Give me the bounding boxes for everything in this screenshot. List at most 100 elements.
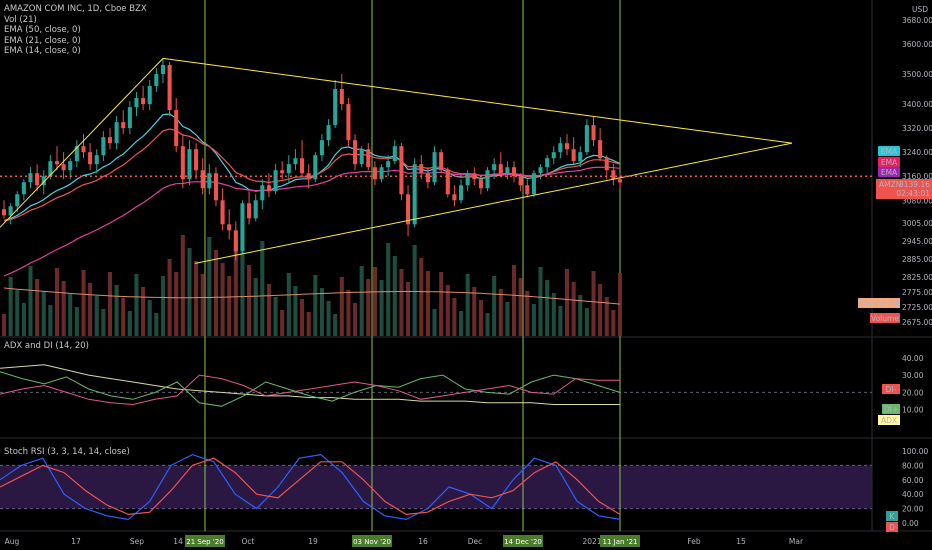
candle-body <box>94 155 99 165</box>
price-tick-label: 3160.00 <box>902 172 932 181</box>
volume-bar <box>379 280 384 336</box>
volume-bar <box>564 269 570 336</box>
volume-bar <box>180 235 185 336</box>
candle-body <box>578 152 583 162</box>
candle-body <box>260 185 265 201</box>
candle-body <box>319 140 324 156</box>
volume-bar <box>611 310 616 336</box>
volume-bar <box>127 311 132 336</box>
price-tick-label: 3240.00 <box>902 148 932 157</box>
candle-body <box>432 152 437 183</box>
candle-body <box>280 170 285 174</box>
price-tick-label: 3680.00 <box>902 16 932 25</box>
stoch-tick-label: 40.00 <box>902 490 924 499</box>
volume-bar <box>194 261 199 336</box>
stoch-tick-label: 20.00 <box>902 505 924 514</box>
volume-bar <box>147 300 152 336</box>
candle-body <box>617 179 623 183</box>
time-axis-label: Aug <box>5 537 20 546</box>
volume-bar <box>160 276 165 336</box>
candle-body <box>511 167 517 177</box>
indicator-ema14[interactable]: EMA (14, close, 0) <box>4 46 81 56</box>
volume-bar <box>94 296 99 336</box>
volume-bar <box>1 314 7 336</box>
volume-bar <box>68 294 73 336</box>
candle-body <box>187 149 192 180</box>
adx-line <box>0 364 620 405</box>
volume-bar <box>300 299 305 336</box>
candle-body <box>88 152 93 165</box>
candle-body <box>538 167 543 174</box>
volume-bar <box>518 278 523 336</box>
candle-body <box>147 86 152 105</box>
chart-legend: AMAZON COM INC, 1D, Cboe BZX Vol (21) EM… <box>4 4 147 57</box>
stoch-tick-label: 80.00 <box>902 461 924 470</box>
volume-bar <box>114 285 119 336</box>
indicator-ema21[interactable]: EMA (21, close, 0) <box>4 35 81 46</box>
volume-bar <box>213 250 218 336</box>
volume-bar <box>545 280 550 336</box>
time-axis-label: Dec <box>468 537 483 546</box>
volume-bar <box>293 286 298 336</box>
date-marker-badge <box>352 535 392 547</box>
volume-badge <box>870 313 900 323</box>
volume-bar <box>41 292 46 336</box>
volume-bar <box>273 297 278 336</box>
volume-bar <box>260 241 265 336</box>
time-axis-label: Sep <box>130 537 144 546</box>
adx-pane-title[interactable]: ADX and DI (14, 20) <box>4 341 89 351</box>
candle-body <box>48 161 53 177</box>
volume-bar <box>399 269 404 336</box>
ema-21-line <box>3 128 621 222</box>
time-axis-label: 17 <box>71 537 81 546</box>
volume-bar <box>333 314 338 336</box>
candle-body <box>564 143 570 150</box>
candle-body <box>200 170 205 189</box>
candle-body <box>194 149 199 171</box>
trendline-lower <box>194 142 793 264</box>
stoch-tick-label: 60.00 <box>902 476 924 485</box>
volume-bar <box>419 258 424 336</box>
candle-body <box>306 173 311 180</box>
candle-body <box>207 173 212 189</box>
volume-bar <box>81 270 86 336</box>
price-tick-label: 3600.00 <box>902 40 932 49</box>
volume-bar <box>8 277 13 336</box>
volume-bar <box>247 265 252 336</box>
ema-badge-label: EMA <box>881 147 898 156</box>
volume-bar <box>591 271 596 336</box>
volume-bar <box>74 307 79 336</box>
adx-tick-label: 40.00 <box>902 354 924 363</box>
di-plus-line <box>0 371 621 407</box>
candle-body <box>127 107 132 129</box>
time-axis-label: 15 <box>736 537 746 546</box>
time-axis-label: 16 <box>418 537 428 546</box>
stoch-badge <box>886 511 898 521</box>
candle-body <box>273 170 278 192</box>
candle-body <box>35 173 40 186</box>
stoch-badge-label: K <box>890 512 896 521</box>
volume-bar <box>15 290 20 336</box>
candle-body <box>518 176 523 186</box>
volume-bar <box>584 308 589 336</box>
candle-body <box>61 164 66 171</box>
volume-bar <box>339 277 344 336</box>
indicator-volume[interactable]: Vol (21) <box>4 14 37 25</box>
volume-bar <box>54 268 60 336</box>
candle-body <box>485 170 490 189</box>
candle-body <box>425 173 430 183</box>
last-price-badge <box>876 179 932 199</box>
symbol-title[interactable]: AMAZON COM INC, 1D, Cboe BZX <box>4 4 147 14</box>
candle-body <box>372 167 377 180</box>
volume-bar <box>459 311 464 336</box>
candle-body <box>525 185 530 195</box>
candle-body <box>333 89 338 126</box>
volume-bar <box>107 272 113 336</box>
volume-bar <box>598 284 603 336</box>
indicator-ema50[interactable]: EMA (50, close, 0) <box>4 25 81 35</box>
stoch-tick-label: 100.00 <box>902 447 928 456</box>
stoch-pane-title[interactable]: Stoch RSI (3, 3, 14, 14, close) <box>4 447 130 457</box>
time-axis-label: 2021 <box>582 537 601 546</box>
candle-body <box>346 104 351 141</box>
